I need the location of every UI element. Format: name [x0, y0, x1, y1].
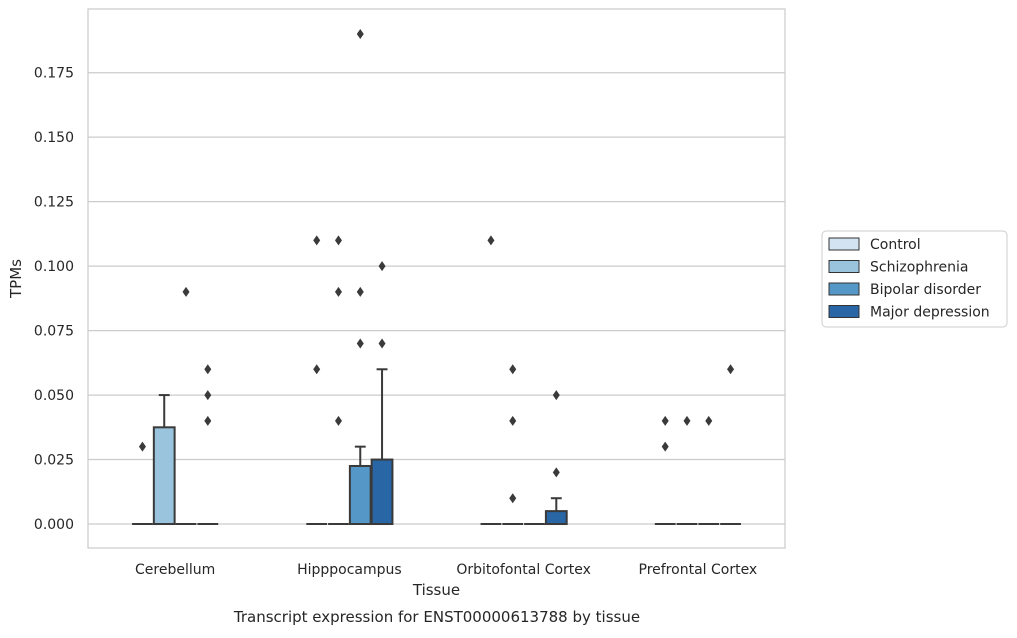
x-tick-label: Hipppocampus: [297, 562, 402, 578]
plot-frame: [87, 8, 786, 549]
legend-label: Major depression: [870, 305, 990, 321]
x-tick-label: Prefrontal Cortex: [639, 562, 758, 578]
box-group: [348, 445, 372, 526]
y-tick-label: 0.000: [34, 517, 74, 533]
outlier-marker: [356, 338, 364, 349]
outlier-marker: [509, 493, 517, 504]
y-tick-label: 0.125: [34, 195, 74, 211]
outlier-marker: [552, 467, 560, 478]
y-axis-label: TPMs: [7, 259, 25, 299]
outlier-marker: [182, 286, 190, 297]
legend-swatch: [828, 282, 860, 296]
legend-swatch: [828, 260, 860, 273]
legend-frame: [821, 230, 1008, 328]
box: [348, 464, 372, 526]
legend: Control Schizophrenia Bipolar disorder Majo…: [821, 230, 1008, 328]
outlier-marker: [138, 441, 146, 452]
outlier-marker: [509, 415, 517, 426]
outlier-marker: [204, 415, 212, 426]
box-group: [370, 368, 394, 526]
y-tick-label: 0.175: [34, 66, 74, 82]
box: [544, 510, 568, 526]
x-axis-label: Tissue: [412, 581, 460, 599]
outlier-marker: [378, 338, 386, 349]
outlier-marker: [334, 415, 342, 426]
outlier-marker: [334, 235, 342, 246]
legend-swatch: [828, 237, 860, 251]
outlier-marker: [356, 29, 364, 40]
y-tick-label: 0.100: [34, 259, 74, 275]
x-tick-label: Cerebellum: [135, 562, 215, 578]
box: [152, 426, 176, 526]
outlier-marker: [683, 415, 691, 426]
legend-label: Control: [870, 237, 921, 253]
outlier-marker: [552, 390, 560, 401]
y-tick-label: 0.150: [34, 130, 74, 146]
box: [370, 458, 394, 526]
legend-label: Schizophrenia: [870, 260, 968, 276]
outlier-marker: [313, 235, 321, 246]
outlier-marker: [378, 261, 386, 272]
outlier-marker: [334, 286, 342, 297]
outlier-marker: [313, 364, 321, 375]
y-tick-label: 0.050: [34, 388, 74, 404]
outlier-marker: [204, 390, 212, 401]
outlier-marker: [705, 415, 713, 426]
y-tick-label: 0.025: [34, 453, 74, 469]
outlier-marker: [204, 364, 212, 375]
legend-label: Bipolar disorder: [870, 282, 981, 298]
outlier-marker: [487, 235, 495, 246]
outlier-marker: [356, 286, 364, 297]
box-group: [152, 394, 176, 526]
chart-caption: Transcript expression for ENST0000061378…: [233, 608, 640, 626]
outlier-marker: [661, 415, 669, 426]
legend-swatch: [828, 305, 860, 318]
box-group: [544, 497, 568, 526]
outlier-marker: [727, 364, 735, 375]
y-tick-label: 0.075: [34, 324, 74, 340]
x-tick-label: Orbitofontal Cortex: [456, 562, 591, 578]
outlier-marker: [509, 364, 517, 375]
outlier-marker: [661, 441, 669, 452]
